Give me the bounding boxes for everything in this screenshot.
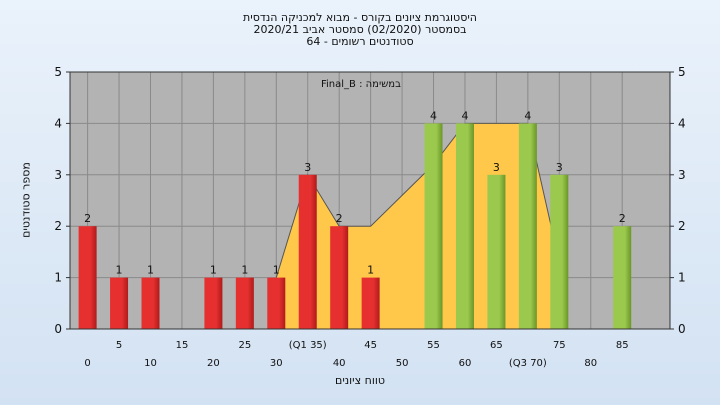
bar-5 xyxy=(110,277,129,329)
bar-60 xyxy=(455,123,474,330)
x-tick-label: 60 xyxy=(459,358,472,369)
x-tick-label: 85 xyxy=(616,340,629,351)
y-axis-label: מספר סטודנטים xyxy=(19,162,33,238)
legend-label: Final_B : במשימה xyxy=(321,79,401,90)
bar-value-label: 1 xyxy=(116,264,123,277)
bar-value-label: 1 xyxy=(241,264,248,277)
x-tick-label: 0 xyxy=(84,358,90,369)
x-axis-label: טווח ציונים xyxy=(335,374,385,387)
bar-value-label: 2 xyxy=(619,212,626,225)
bar-value-label: 3 xyxy=(493,161,500,174)
x-tick-label: 65 xyxy=(490,340,503,351)
bar-75 xyxy=(550,174,569,329)
y-tick-label-right: 0 xyxy=(678,322,686,336)
x-tick-label: 75 xyxy=(553,340,566,351)
x-tick-label: 40 xyxy=(333,358,346,369)
bar-10 xyxy=(141,277,160,329)
x-tick-label: 15 xyxy=(176,340,189,351)
x-tick-label: 55 xyxy=(427,340,440,351)
y-tick-label: 5 xyxy=(54,65,62,79)
y-tick-label-right: 5 xyxy=(678,65,686,79)
bar-0 xyxy=(78,226,97,329)
x-tick-label: 20 xyxy=(207,358,220,369)
x-tick-label: (Q3 70) xyxy=(509,358,547,369)
chart-title: היסטוגרמת ציונים בקורס - מבוא למכניקה הנ… xyxy=(243,11,477,24)
x-tick-label: 30 xyxy=(270,358,283,369)
bar-value-label: 1 xyxy=(210,264,217,277)
bar-value-label: 1 xyxy=(273,264,280,277)
bar-value-label: 3 xyxy=(304,161,311,174)
bar-70 xyxy=(518,123,537,330)
bar-55 xyxy=(424,123,443,330)
y-tick-label-right: 3 xyxy=(678,168,686,182)
bar-value-label: 1 xyxy=(147,264,154,277)
bar-value-label: 2 xyxy=(84,212,91,225)
bar-45 xyxy=(361,277,380,329)
bar-value-label: 3 xyxy=(556,161,563,174)
bar-30 xyxy=(267,277,286,329)
y-tick-label-right: 2 xyxy=(678,219,686,233)
x-tick-label: 5 xyxy=(116,340,122,351)
bar-65 xyxy=(487,174,506,329)
chart-subtitle: בסמסטר (02/2020) סמסטר אביב 2020/21 xyxy=(253,23,467,36)
bar-value-label: 1 xyxy=(367,264,374,277)
bar-40 xyxy=(330,226,349,329)
y-tick-label-right: 1 xyxy=(678,271,686,285)
bar-20 xyxy=(204,277,223,329)
y-tick-label: 3 xyxy=(54,168,62,182)
bar-value-label: 4 xyxy=(524,109,531,122)
bar-value-label: 4 xyxy=(430,109,437,122)
bar-value-label: 4 xyxy=(461,109,468,122)
x-tick-label: 50 xyxy=(396,358,409,369)
x-tick-label: 10 xyxy=(144,358,157,369)
bar-25 xyxy=(235,277,254,329)
y-tick-label: 2 xyxy=(54,219,62,233)
chart-subtitle-2: סטודנטים רשומים - 64 xyxy=(306,35,414,48)
distribution-line xyxy=(275,122,560,278)
y-tick-label-right: 4 xyxy=(678,116,686,130)
y-tick-label: 4 xyxy=(54,116,62,130)
y-tick-label: 0 xyxy=(54,322,62,336)
bar-value-label: 2 xyxy=(336,212,343,225)
plot-frame xyxy=(69,71,671,330)
y-tick-label: 1 xyxy=(54,271,62,285)
x-tick-label: 80 xyxy=(584,358,597,369)
bar-35 xyxy=(298,174,317,329)
x-tick-label: 25 xyxy=(238,340,251,351)
x-tick-label: (Q1 35) xyxy=(289,340,327,351)
x-tick-label: 45 xyxy=(364,340,377,351)
bar-85 xyxy=(613,226,632,329)
